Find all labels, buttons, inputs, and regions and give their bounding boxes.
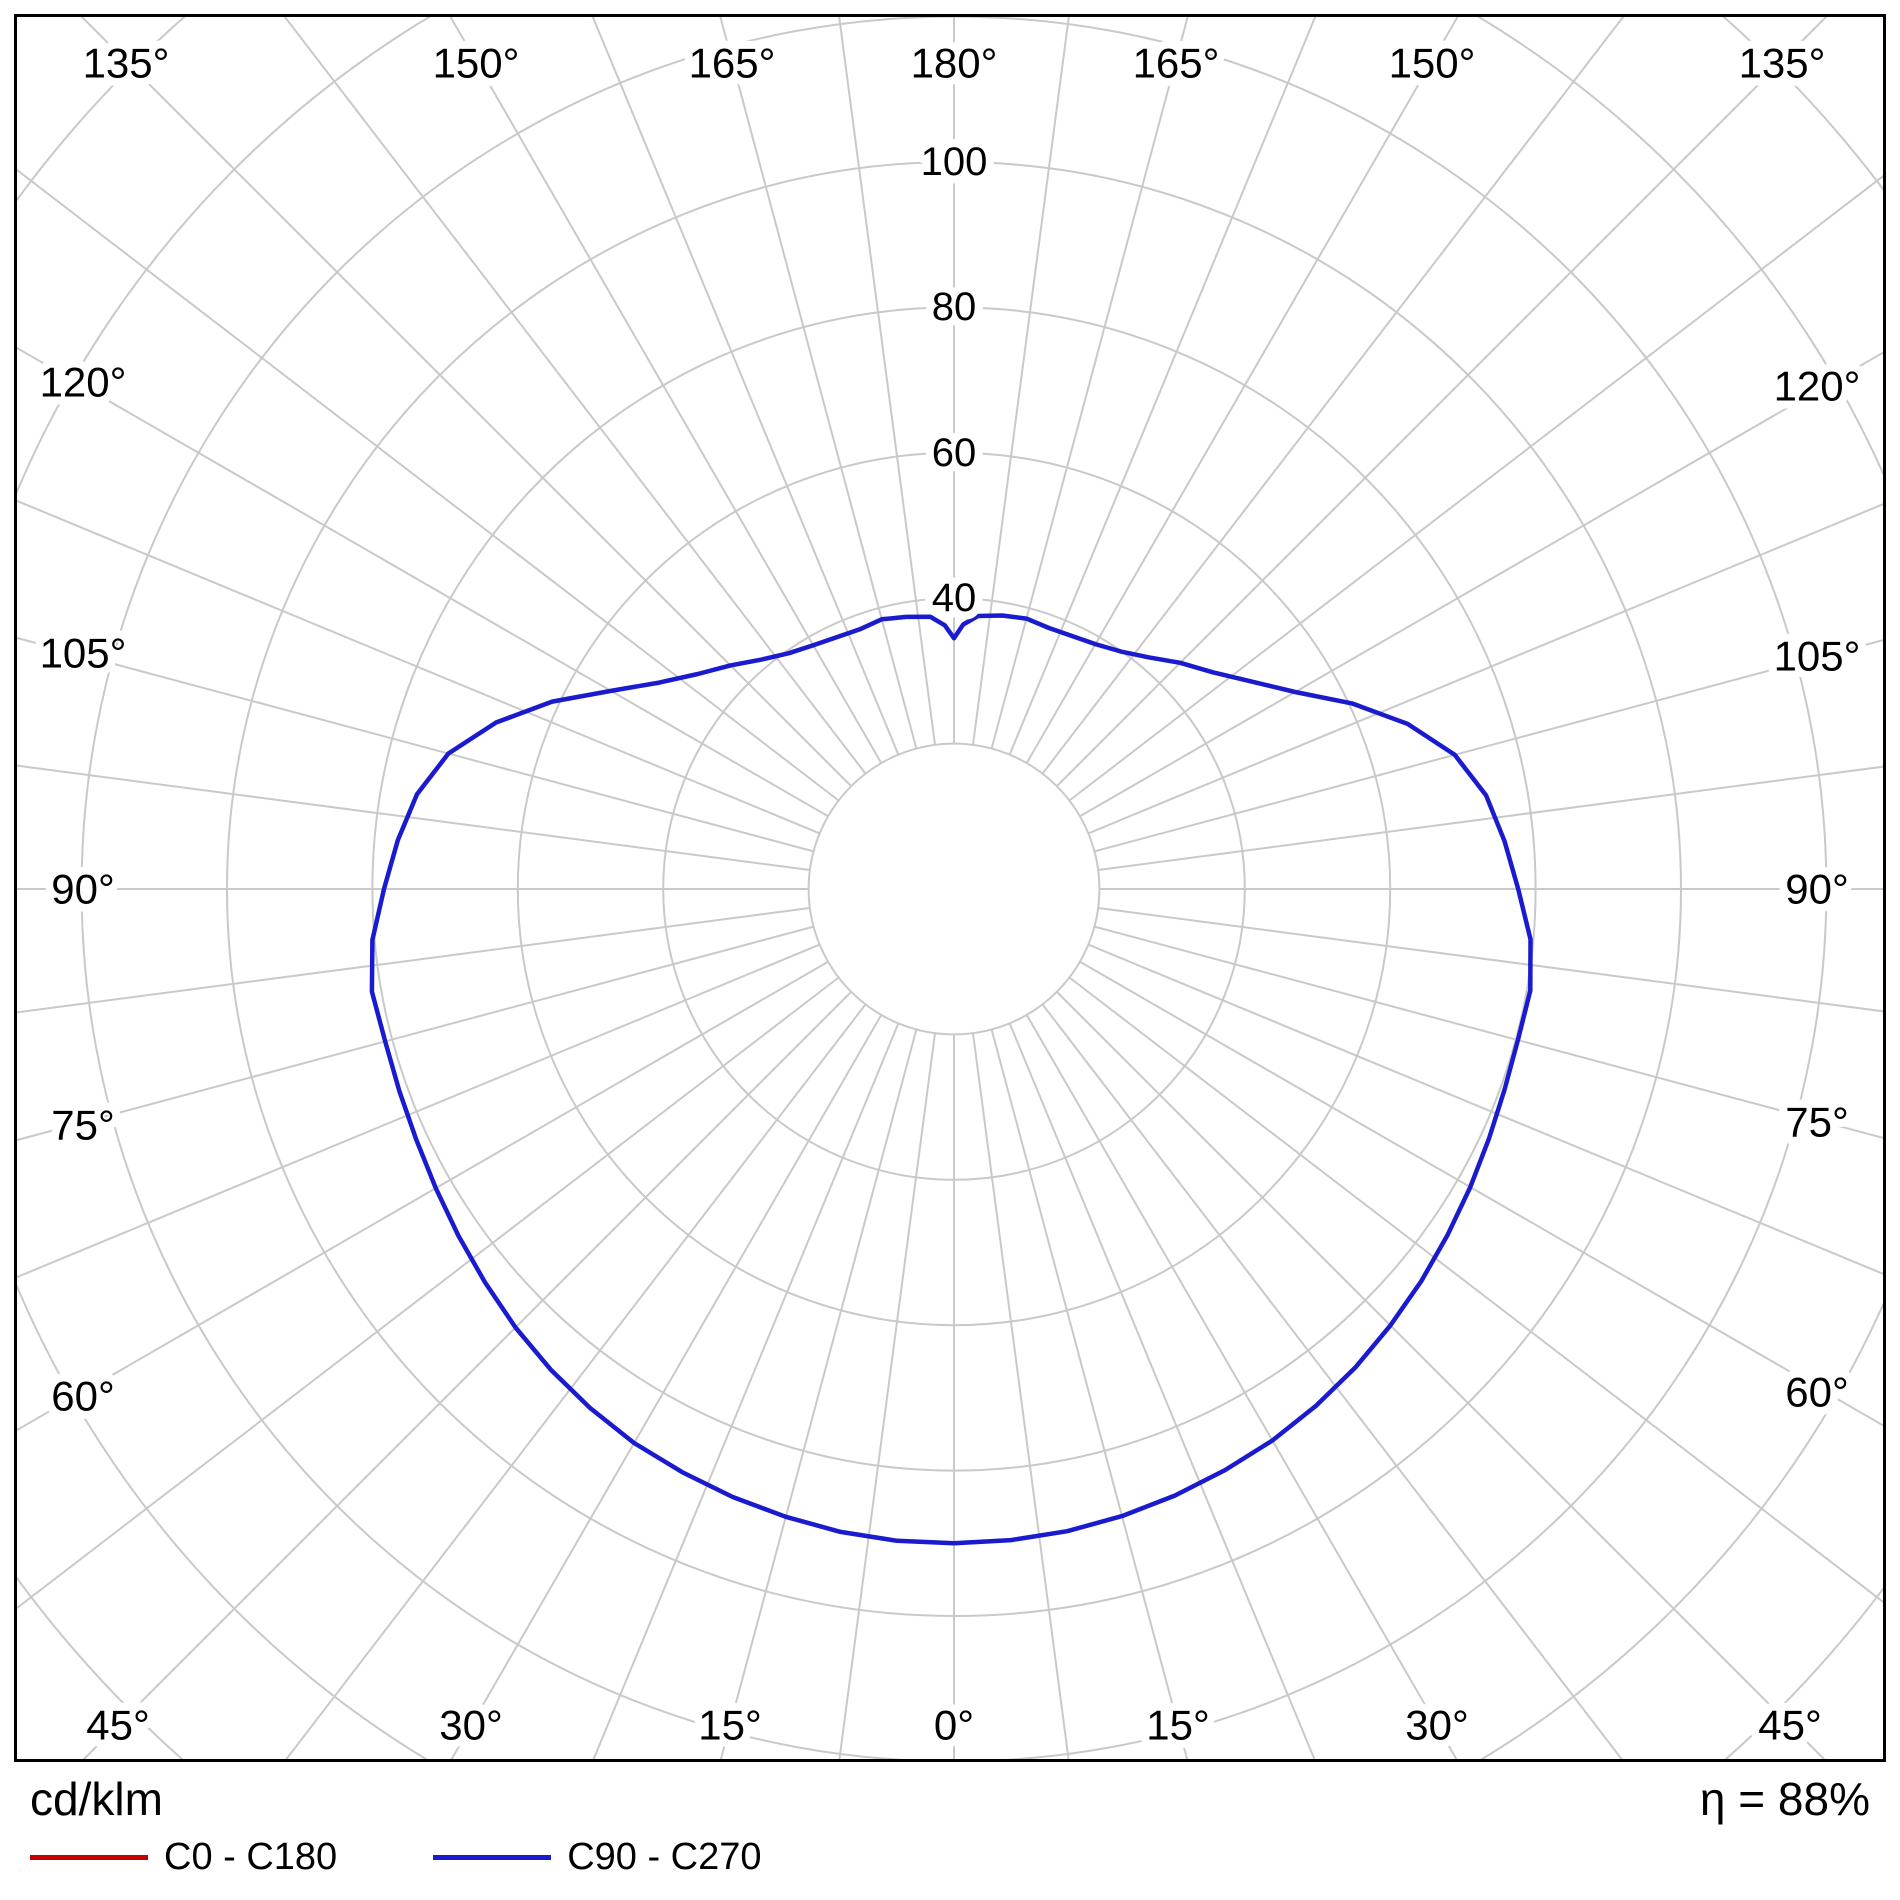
grid-spoke	[1094, 925, 1883, 1139]
angle-label-135: 135°	[83, 40, 170, 87]
grid-spoke	[283, 17, 867, 775]
angle-label-15: 15°	[698, 1702, 762, 1749]
angle-label-135: 135°	[1739, 40, 1826, 87]
grid-spoke	[1094, 639, 1883, 853]
grid-spoke	[972, 17, 1070, 745]
grid-spoke	[449, 17, 883, 764]
angle-label-180: 180°	[911, 40, 998, 87]
grid-spoke	[990, 1029, 1189, 1759]
grid-spoke	[838, 17, 936, 745]
grid-ring	[807, 742, 1101, 1036]
angle-label-0: 0°	[934, 1702, 974, 1749]
grid-spoke	[17, 168, 840, 802]
angle-label-75: 75°	[1785, 1099, 1849, 1146]
grid-spoke	[1008, 17, 1317, 756]
legend-label-c90-c270: C90 - C270	[567, 1836, 762, 1878]
footer: cd/klm η = 88% C0 - C180 C90 - C270	[30, 1772, 1870, 1879]
grid-spoke	[719, 1029, 918, 1759]
angle-label-90: 90°	[51, 866, 115, 913]
grid-spoke	[17, 346, 829, 818]
grid-spoke	[1079, 960, 1883, 1427]
grid-spoke	[1041, 17, 1625, 775]
grid-spoke	[1098, 765, 1883, 871]
grid-spoke	[1087, 943, 1883, 1275]
angle-label-150: 150°	[433, 40, 520, 87]
grid-spoke	[1041, 1003, 1623, 1759]
grid-spoke	[17, 636, 814, 853]
grid-spoke	[82, 991, 852, 1759]
angle-label-165: 165°	[689, 40, 776, 87]
angle-label-90: 90°	[1785, 866, 1849, 913]
angle-label-75: 75°	[51, 1102, 115, 1149]
efficiency-label: η = 88%	[1699, 1773, 1870, 1825]
angle-label-120: 120°	[40, 359, 127, 406]
legend-item-c90-c270: C90 - C270	[433, 1836, 762, 1879]
radial-tick-100: 100	[921, 140, 988, 184]
grid-spoke	[1008, 1022, 1316, 1759]
polar-grid	[17, 17, 1883, 1759]
grid-spoke	[17, 499, 821, 835]
radial-tick-80: 80	[932, 285, 977, 329]
grid-spoke	[990, 17, 1189, 749]
polar-chart: 0° 15° 15° 30° 30° 45° 45° 60° 60° 75° 75° 90° 90° 10…	[17, 17, 1883, 1759]
angle-label-60: 60°	[51, 1373, 115, 1420]
angle-label-120: 120°	[1774, 363, 1861, 410]
grid-spoke	[1056, 991, 1826, 1759]
radial-tick-60: 60	[932, 431, 977, 475]
grid-spoke	[1079, 351, 1883, 818]
angle-label-30: 30°	[1405, 1702, 1469, 1749]
angle-label-45: 45°	[1758, 1702, 1822, 1749]
angle-label-60: 60°	[1785, 1369, 1849, 1416]
legend-label-c0-c180: C0 - C180	[164, 1836, 338, 1878]
angle-label-105: 105°	[40, 630, 127, 677]
grid-spoke	[17, 925, 814, 1142]
grid-spoke	[80, 17, 852, 787]
footer-row: cd/klm η = 88%	[30, 1772, 1870, 1826]
angle-label-165: 165°	[1133, 40, 1220, 87]
grid-spoke	[719, 17, 918, 749]
angle-label-150: 150°	[1389, 40, 1476, 87]
grid-spoke	[1025, 1014, 1458, 1759]
grid-spoke	[1087, 503, 1883, 835]
grid-spoke	[285, 1003, 867, 1759]
angle-label-30: 30°	[439, 1702, 503, 1749]
grid-spoke	[972, 1033, 1070, 1759]
unit-label: cd/klm	[30, 1773, 163, 1825]
angle-label-15: 15°	[1146, 1702, 1210, 1749]
grid-spoke	[592, 1022, 900, 1759]
grid-spoke	[1068, 976, 1883, 1604]
grid-spoke	[17, 764, 810, 871]
grid-spoke	[591, 17, 900, 756]
angle-label-45: 45°	[86, 1702, 150, 1749]
legend-swatch-c90-c270	[433, 1855, 552, 1860]
polar-labels: 0° 15° 15° 30° 30° 45° 45° 60° 60° 75° 75° 90° 90° 10…	[32, 32, 1869, 1757]
grid-spoke	[1056, 17, 1828, 787]
curve-C90-C270	[369, 613, 1533, 1546]
legend-item-c0-c180: C0 - C180	[30, 1836, 337, 1879]
legend-swatch-c0-c180	[30, 1855, 148, 1860]
legend: C0 - C180 C90 - C270	[30, 1836, 1870, 1879]
angle-label-105: 105°	[1774, 633, 1861, 680]
polar-plot-frame: 0° 15° 15° 30° 30° 45° 45° 60° 60° 75° 75° 90° 90° 10…	[14, 14, 1886, 1762]
grid-spoke	[838, 1033, 936, 1759]
grid-spoke	[17, 943, 821, 1279]
grid-spoke	[17, 976, 840, 1610]
grid-spoke	[450, 1014, 883, 1759]
grid-spoke	[1025, 17, 1459, 764]
grid-spoke	[1068, 174, 1883, 802]
grid-spoke	[17, 907, 810, 1014]
grid-spoke	[1098, 907, 1883, 1013]
radial-tick-40: 40	[932, 576, 977, 620]
grid-spoke	[17, 960, 829, 1432]
